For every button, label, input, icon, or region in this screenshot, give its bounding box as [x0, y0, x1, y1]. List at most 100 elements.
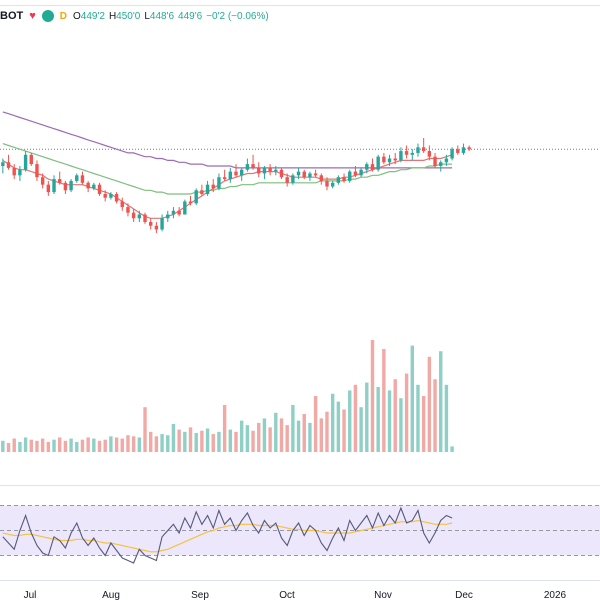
candle	[154, 222, 159, 234]
volume-bar	[296, 420, 301, 452]
candle-body	[63, 182, 68, 191]
candle-body	[177, 210, 181, 215]
candle	[251, 154, 255, 170]
period-label[interactable]: D	[59, 10, 67, 22]
candle-body	[6, 162, 11, 168]
candle	[365, 162, 369, 174]
close-value: 449'6	[178, 10, 203, 22]
x-axis-label: Oct	[279, 590, 295, 600]
volume-bar	[120, 438, 124, 452]
candle-body	[92, 184, 96, 189]
candle	[359, 167, 363, 178]
candle-body	[1, 162, 5, 166]
candle	[86, 180, 90, 193]
candle	[313, 169, 318, 178]
volume-bar	[330, 393, 335, 452]
volume-bar	[245, 425, 250, 452]
volume-bar	[75, 441, 79, 452]
candle-body	[393, 158, 397, 161]
change-value: −0'2 (−0.06%)	[206, 10, 269, 22]
volume-bar	[393, 379, 397, 452]
volume-bar	[319, 418, 324, 452]
candle	[239, 167, 244, 181]
candle	[330, 180, 335, 189]
candle-body	[274, 169, 278, 172]
candle	[166, 210, 170, 222]
volume-bar	[302, 413, 306, 452]
rsi-band-fill	[0, 505, 600, 556]
candle-body	[131, 212, 136, 219]
candle-body	[348, 171, 352, 181]
candle-body	[421, 147, 426, 152]
symbol-label[interactable]: BOT	[0, 10, 24, 22]
candle	[376, 154, 380, 172]
candle	[410, 149, 414, 161]
candle-body	[439, 162, 443, 166]
volume-bar	[35, 440, 39, 452]
candle-body	[75, 175, 79, 181]
candle	[279, 167, 284, 180]
candle	[228, 167, 233, 183]
candle-body	[416, 147, 420, 153]
volume-bar	[336, 401, 341, 452]
volume-bar	[18, 441, 22, 452]
volume-bar	[143, 407, 147, 452]
volume-bar	[342, 409, 346, 452]
rsi-ma-line	[2, 519, 453, 553]
candle-body	[245, 164, 250, 170]
candle	[126, 203, 130, 217]
volume-bar	[97, 440, 102, 452]
candle	[319, 173, 324, 185]
candle	[439, 160, 443, 172]
volume-bar	[376, 387, 380, 452]
volume-bar	[23, 437, 28, 452]
high-value: 450'0	[116, 10, 141, 22]
volume-bar	[439, 351, 443, 452]
candle-body	[444, 158, 449, 163]
candle-body	[40, 177, 45, 185]
heart-icon[interactable]: ♥	[29, 10, 36, 22]
candle	[444, 154, 449, 166]
volume-bar	[6, 443, 11, 452]
volume-bar	[211, 434, 215, 452]
volume-bar	[427, 356, 432, 452]
candle-body	[291, 175, 295, 183]
volume-bars	[1, 340, 454, 452]
candle	[109, 192, 113, 200]
x-axis-label: Sep	[191, 590, 209, 600]
candle-body	[410, 152, 414, 155]
candle-body	[461, 147, 466, 153]
candle	[399, 147, 403, 163]
candle	[222, 169, 227, 181]
x-axis-label: Dec	[455, 590, 473, 600]
candle	[262, 166, 267, 180]
candle	[97, 182, 102, 196]
candle-body	[353, 171, 358, 176]
volume-bar	[257, 422, 261, 452]
candle	[353, 166, 358, 178]
volume-bar	[86, 437, 90, 452]
candle-body	[296, 171, 301, 176]
candle	[257, 162, 261, 178]
candle	[160, 214, 164, 232]
candle-body	[433, 156, 437, 166]
volume-bar	[433, 379, 437, 452]
candle	[46, 180, 51, 196]
candle-body	[450, 149, 454, 159]
volume-bar	[228, 429, 233, 452]
candle-body	[308, 173, 312, 178]
volume-bar	[239, 420, 244, 452]
volume-bar	[382, 348, 386, 452]
volume-bar	[194, 432, 198, 452]
volume-bar	[450, 446, 454, 452]
volume-bar	[63, 440, 68, 452]
market-status-icon[interactable]	[41, 10, 54, 22]
candle-body	[330, 182, 335, 187]
candle	[92, 182, 96, 191]
candle	[103, 190, 107, 202]
x-axis-label: Jul	[24, 590, 37, 600]
candle-body	[109, 194, 113, 198]
low-key: L	[144, 10, 150, 22]
volume-bar	[416, 384, 420, 452]
